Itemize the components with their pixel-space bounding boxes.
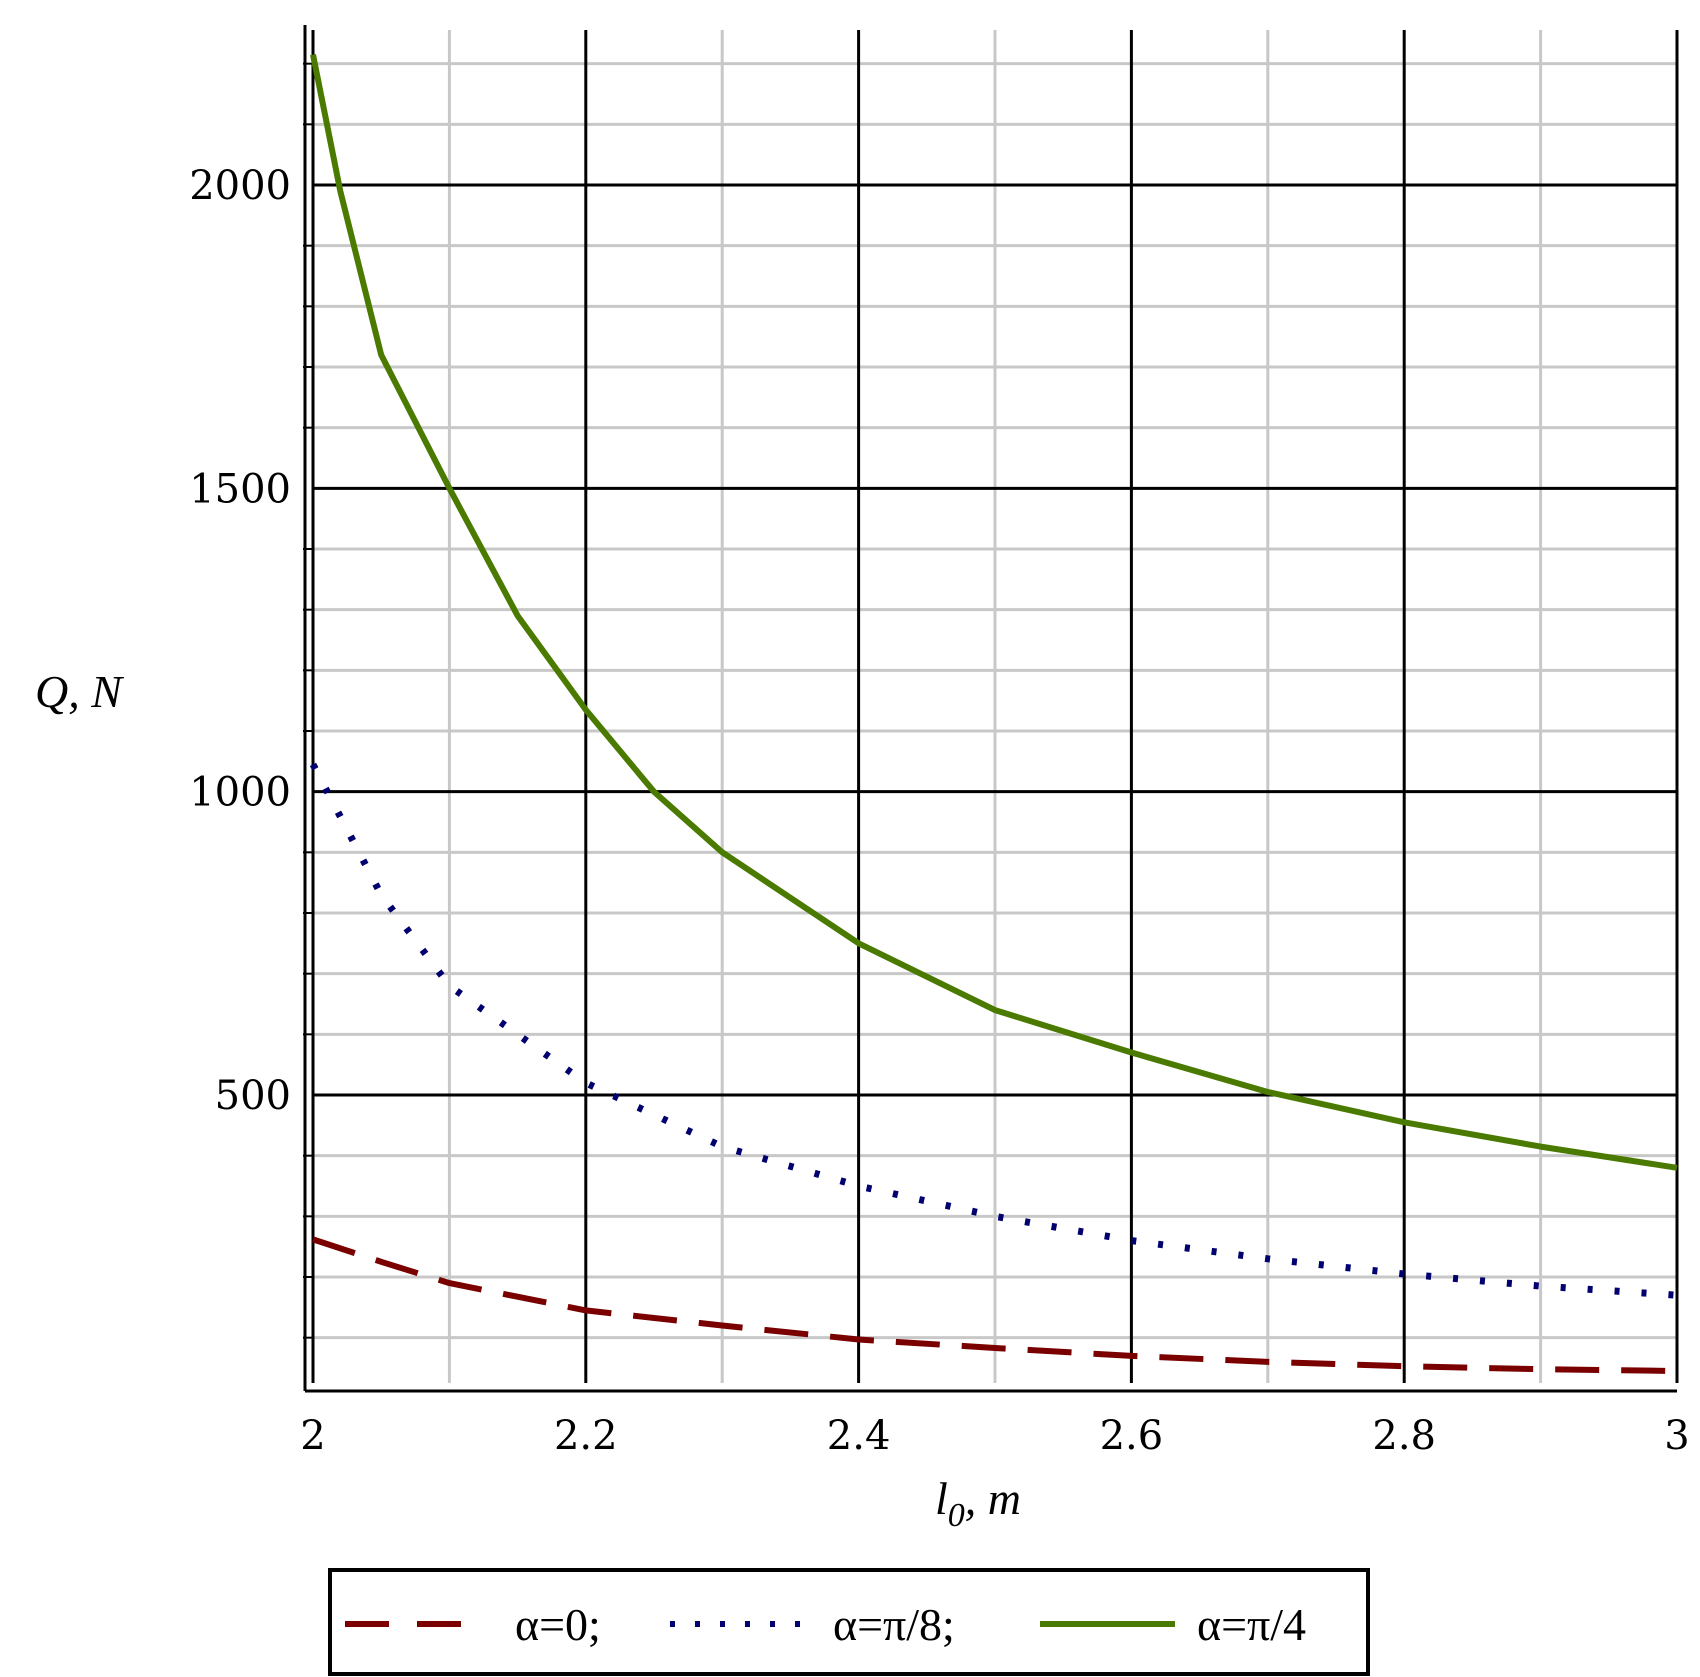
x-axis-title-unit: , m bbox=[965, 1473, 1021, 1524]
legend-label-alpha-0: α=0; bbox=[515, 1599, 601, 1650]
series-line-1 bbox=[309, 762, 1678, 1299]
plot-series bbox=[309, 54, 1678, 1374]
y-tick-label: 2000 bbox=[189, 163, 291, 209]
legend: α=0; α=π/8; α=π/4 bbox=[328, 1568, 1370, 1676]
x-axis-title-subscript: 0 bbox=[948, 1497, 965, 1534]
legend-label-alpha-pi-8: α=π/8; bbox=[833, 1599, 955, 1650]
y-tick-label: 1000 bbox=[189, 770, 291, 816]
legend-label-alpha-pi-4: α=π/4 bbox=[1197, 1599, 1306, 1650]
series-line-2 bbox=[310, 54, 1678, 1171]
x-tick-label: 2.6 bbox=[1100, 1413, 1164, 1459]
x-tick-label: 2 bbox=[300, 1413, 325, 1459]
y-tick-label: 500 bbox=[215, 1073, 291, 1119]
x-tick-label: 2.2 bbox=[554, 1413, 618, 1459]
x-axis-title-main: l bbox=[935, 1473, 948, 1524]
legend-box bbox=[328, 1568, 1370, 1676]
y-tick-label: 1500 bbox=[189, 466, 291, 512]
x-tick-label: 2.8 bbox=[1372, 1413, 1436, 1459]
minor-grid bbox=[313, 30, 1677, 1383]
tick-labels: 2 2.2 2.4 2.6 2.8 3 500 1000 1500 2000 bbox=[189, 163, 1690, 1459]
series-line-0 bbox=[312, 1236, 1678, 1374]
y-axis-title: Q, N bbox=[35, 666, 124, 717]
x-tick-label: 2.4 bbox=[827, 1413, 891, 1459]
x-tick-label: 3 bbox=[1664, 1413, 1689, 1459]
x-axis-title: l0, m bbox=[935, 1473, 1021, 1534]
axes bbox=[303, 25, 1677, 1393]
